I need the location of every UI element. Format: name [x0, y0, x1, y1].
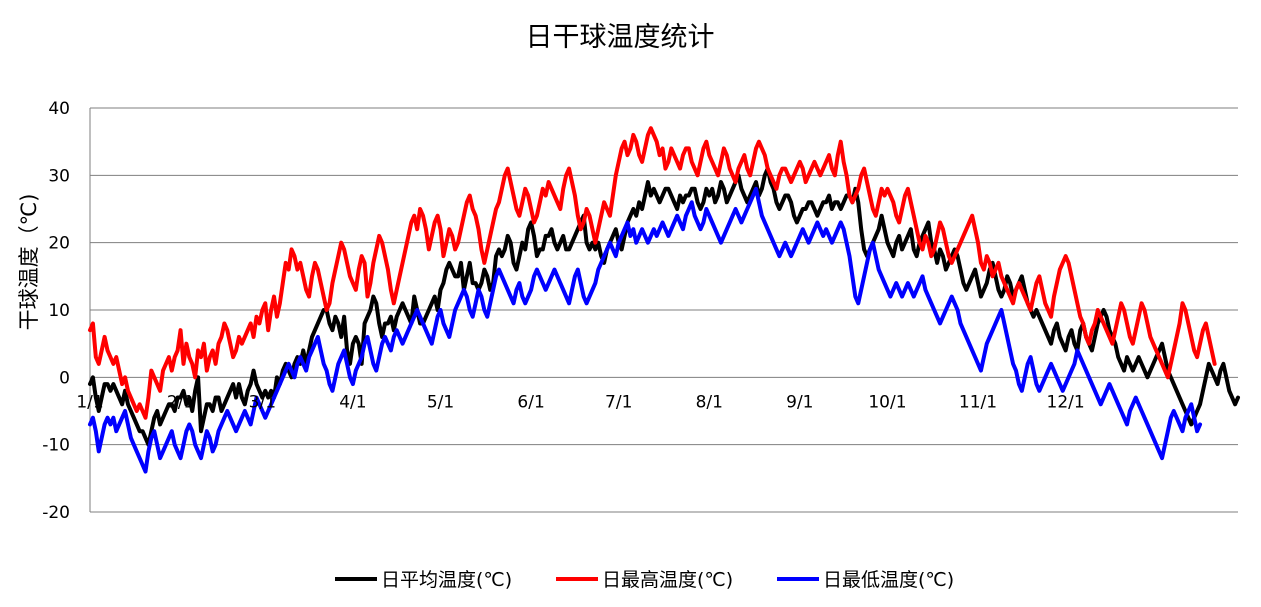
- legend-label: 日平均温度(℃): [381, 569, 512, 591]
- x-tick-label: 11/1: [959, 392, 997, 412]
- x-axis: 1/1 2/1 3/1 4/1 5/1 6/1 7/1 8/1 9/1 10/1 11/1 12/1: [76, 392, 1084, 412]
- x-tick-label: 10/1: [868, 392, 906, 412]
- x-tick-label: 7/1: [605, 392, 632, 412]
- legend: 日平均温度(℃) 日最高温度(℃) 日最低温度(℃): [335, 569, 954, 591]
- chart-title: 日干球温度统计: [526, 22, 715, 53]
- y-tick-label: 40: [48, 99, 70, 119]
- y-tick-label: 30: [48, 166, 70, 186]
- x-tick-label: 1/1: [76, 392, 103, 412]
- x-tick-label: 8/1: [696, 392, 723, 412]
- legend-label: 日最低温度(℃): [823, 569, 954, 591]
- x-tick-label: 5/1: [427, 392, 454, 412]
- y-tick-label: 10: [48, 301, 70, 321]
- x-tick-label: 4/1: [339, 392, 366, 412]
- x-tick-label: 2/1: [167, 392, 194, 412]
- legend-label: 日最高温度(℃): [602, 569, 733, 591]
- y-tick-label: 20: [48, 234, 70, 254]
- x-tick-label: 6/1: [517, 392, 544, 412]
- x-tick-label: 3/1: [249, 392, 276, 412]
- y-tick-label: -10: [42, 436, 70, 456]
- series-layer: [88, 126, 1240, 474]
- y-tick-label: -20: [42, 503, 70, 523]
- y-tick-label: 0: [59, 368, 70, 388]
- series-line-3: [88, 186, 1203, 474]
- series-line-2: [88, 126, 1217, 420]
- x-tick-label: 9/1: [786, 392, 813, 412]
- y-axis: 40 30 20 10 0 -10 -20: [42, 99, 70, 523]
- y-axis-title: 干球温度（℃): [17, 194, 41, 331]
- x-tick-label: 12/1: [1047, 392, 1085, 412]
